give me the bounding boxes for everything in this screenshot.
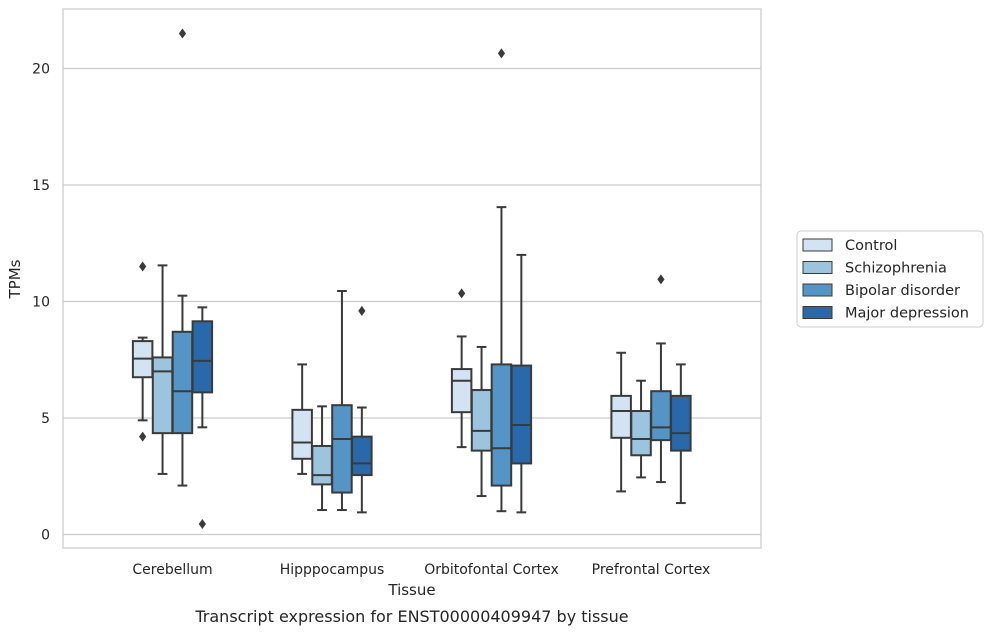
- outlier-point: [497, 48, 506, 59]
- x-axis-label: Tissue: [387, 581, 435, 599]
- legend-label: Control: [845, 238, 897, 254]
- box: [291, 408, 313, 460]
- y-tick-label: 0: [41, 528, 50, 544]
- y-tick-label: 10: [32, 295, 50, 311]
- box: [630, 410, 652, 457]
- box: [470, 389, 493, 452]
- box: [490, 363, 513, 487]
- chart-caption: Transcript expression for ENST0000040994…: [194, 607, 628, 626]
- y-axis-label: TPMs: [6, 259, 24, 299]
- x-tick-labels: Cerebellum Hipppocampus Orbitofontal Corte…: [132, 562, 710, 578]
- box: [610, 394, 632, 439]
- legend-swatch: [802, 283, 833, 297]
- box: [670, 394, 692, 452]
- plot-area-frame: [62, 8, 762, 549]
- legend-items: Control Schizophrenia Bipolar disorder Majo…: [802, 238, 969, 322]
- outlier-point: [657, 274, 665, 285]
- x-tick-label: Hipppocampus: [280, 562, 385, 578]
- outlier-point: [198, 519, 206, 530]
- outlier-point: [139, 261, 147, 272]
- box: [311, 444, 333, 486]
- box: [450, 368, 473, 414]
- y-tick-label: 15: [32, 178, 50, 194]
- box: [171, 330, 194, 435]
- outlier-point: [458, 288, 466, 299]
- y-tick-labels: 0 5 10 15 20: [32, 62, 50, 544]
- outlier-point: [178, 28, 187, 39]
- y-tick-label: 20: [32, 62, 50, 78]
- legend-swatch: [802, 261, 833, 274]
- legend: Control Schizophrenia Bipolar disorder Majo…: [796, 230, 984, 328]
- x-tick-label: Prefrontal Cortex: [592, 562, 711, 578]
- series-major-depression: [191, 253, 692, 530]
- x-tick-label: Cerebellum: [132, 562, 212, 578]
- x-tick-label: Orbitofontal Cortex: [424, 562, 559, 578]
- box: [650, 390, 672, 442]
- legend-swatch: [802, 238, 833, 252]
- box: [191, 320, 214, 394]
- box: [351, 435, 373, 477]
- legend-label: Schizophrenia: [845, 261, 947, 277]
- box: [510, 364, 533, 465]
- y-tick-label: 5: [41, 411, 50, 427]
- series-control: [131, 261, 632, 493]
- box: [331, 404, 353, 494]
- legend-frame: [796, 230, 984, 328]
- series-bipolar-disorder: [171, 28, 672, 513]
- legend-label: Major depression: [845, 306, 969, 322]
- legend-label: Bipolar disorder: [845, 283, 960, 299]
- box-series: [131, 28, 692, 530]
- outlier-point: [139, 431, 147, 442]
- outlier-point: [358, 305, 366, 316]
- legend-swatch: [802, 306, 833, 319]
- box: [151, 356, 174, 435]
